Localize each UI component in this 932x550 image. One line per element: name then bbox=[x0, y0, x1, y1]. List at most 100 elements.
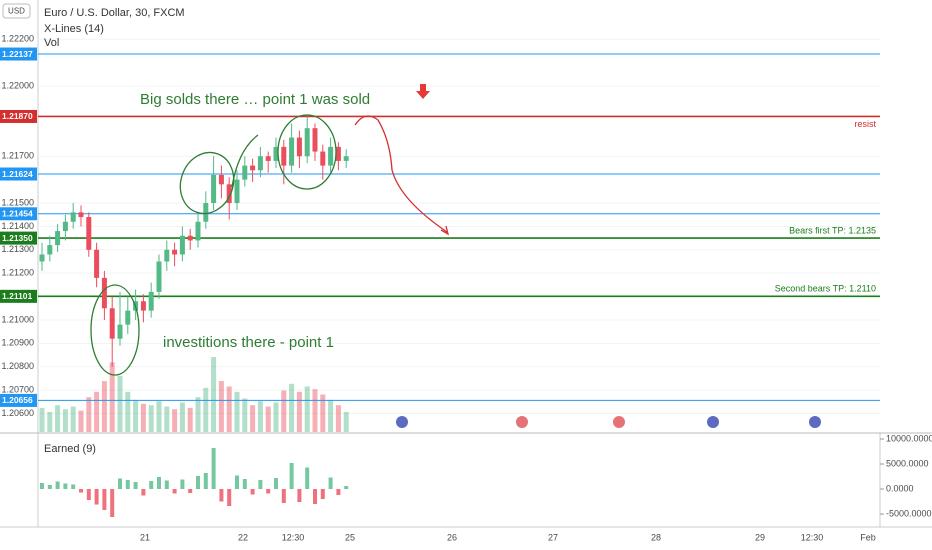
x-tick-label: Feb bbox=[860, 532, 876, 542]
volume-bar bbox=[39, 407, 45, 432]
y-tick-label: 1.21500 bbox=[1, 197, 34, 207]
indicator-label: X-Lines (14) bbox=[44, 23, 104, 35]
volume-bar bbox=[156, 401, 162, 432]
currency: USD bbox=[8, 7, 25, 16]
candle-body bbox=[328, 146, 334, 166]
earned-bar bbox=[266, 489, 271, 494]
volume-bar bbox=[335, 405, 341, 432]
candle-body bbox=[234, 179, 240, 204]
drawings bbox=[90, 114, 337, 376]
candle-body bbox=[55, 231, 61, 246]
candle-body bbox=[211, 174, 217, 204]
earned-bar bbox=[219, 489, 224, 502]
level-tag bbox=[0, 167, 37, 181]
earned-bar bbox=[313, 489, 317, 504]
earned-bar bbox=[281, 489, 286, 503]
candle-body bbox=[203, 203, 209, 222]
candle-body bbox=[117, 324, 123, 339]
earned-bar bbox=[141, 489, 146, 496]
candle-body bbox=[335, 146, 341, 161]
volume-bar bbox=[320, 394, 326, 432]
level-label: 1.22137 bbox=[2, 49, 33, 59]
currency-button[interactable] bbox=[2, 3, 31, 19]
event-icon bbox=[707, 416, 719, 428]
candle-body bbox=[164, 249, 170, 262]
event-icon bbox=[809, 416, 821, 428]
earned-bar bbox=[71, 484, 76, 489]
earned-bar bbox=[188, 489, 193, 493]
y-tick-label: 1.21400 bbox=[1, 221, 34, 231]
volume-bar bbox=[101, 381, 107, 432]
volume-bar bbox=[257, 401, 263, 432]
y-tick-label: 1.22200 bbox=[1, 34, 34, 44]
y-tick-label: 1.20600 bbox=[1, 408, 34, 418]
candle-body bbox=[343, 156, 349, 161]
level-label: 1.21350 bbox=[2, 233, 33, 243]
earned-bar bbox=[250, 489, 255, 495]
level-label: 1.21870 bbox=[2, 111, 33, 121]
earned-bar bbox=[235, 475, 239, 489]
candle-body bbox=[289, 137, 295, 166]
ellipse bbox=[90, 284, 140, 376]
volume-bar bbox=[218, 381, 224, 432]
x-tick-label: 22 bbox=[238, 532, 248, 542]
x-tick-label: 12:30 bbox=[801, 532, 824, 542]
level-label: 1.21454 bbox=[2, 209, 33, 219]
volume-bar bbox=[133, 399, 139, 432]
earned-bar bbox=[274, 478, 278, 489]
candle-body bbox=[47, 245, 53, 255]
candle-body bbox=[39, 254, 45, 262]
candle-body bbox=[78, 212, 84, 218]
plot: 1.22200 1.22000 1.21700 1.21500 1.21400 1.213… bbox=[0, 34, 932, 542]
level-note: Second bears TP: 1.2110 bbox=[775, 284, 876, 294]
candle-body bbox=[242, 165, 248, 180]
x-tick-label: 29 bbox=[755, 532, 765, 542]
candle-body bbox=[94, 249, 100, 278]
volume-bar bbox=[62, 409, 68, 432]
event-icon bbox=[613, 416, 625, 428]
candle-body bbox=[86, 217, 92, 250]
earned-bar bbox=[55, 481, 60, 489]
y-tick-label: 1.21300 bbox=[1, 244, 34, 254]
annotation: Big solds there … point 1 was sold bbox=[140, 91, 370, 108]
indicator-label: Earned (9) bbox=[44, 443, 96, 455]
volume-bar bbox=[211, 357, 217, 432]
earned-bar bbox=[40, 483, 44, 489]
down-arrow bbox=[416, 84, 430, 99]
connector bbox=[231, 134, 259, 188]
candle-body bbox=[148, 291, 154, 311]
x-tick-label: 21 bbox=[140, 532, 150, 542]
earned-bar bbox=[211, 448, 216, 489]
level-tag bbox=[0, 207, 37, 221]
x-tick-label: 27 bbox=[548, 532, 558, 542]
y-tick-label: 1.21000 bbox=[1, 314, 34, 324]
earned-bar bbox=[297, 489, 302, 502]
arrow bbox=[354, 115, 448, 233]
candle-body bbox=[70, 212, 76, 222]
volume-bar bbox=[47, 411, 53, 432]
candle-body bbox=[273, 146, 279, 161]
earned-bar bbox=[196, 476, 200, 489]
level-tag bbox=[0, 289, 37, 303]
level-label: 1.21101 bbox=[2, 291, 33, 301]
volume-bar bbox=[125, 391, 131, 432]
earned-bar bbox=[102, 489, 107, 510]
volume-bar bbox=[109, 362, 115, 432]
candle-body bbox=[140, 301, 146, 311]
earned-bar bbox=[125, 480, 130, 489]
event-icon bbox=[396, 416, 408, 428]
volume-bar bbox=[203, 387, 209, 432]
y-tick-label: 1.20700 bbox=[1, 385, 34, 395]
candle-body bbox=[172, 249, 178, 255]
level-label: 1.21624 bbox=[2, 169, 33, 179]
x-tick-label: 26 bbox=[447, 532, 457, 542]
y-tick-label: 10000.0000 bbox=[886, 433, 932, 443]
candle-body bbox=[250, 165, 256, 171]
volume-bar bbox=[328, 399, 334, 432]
earned-bar bbox=[328, 477, 333, 489]
volume-bar bbox=[140, 403, 146, 432]
annotation: investitions there - point 1 bbox=[163, 334, 334, 351]
level-note: Bears first TP: 1.2135 bbox=[789, 225, 876, 235]
earned-bar bbox=[47, 485, 52, 489]
